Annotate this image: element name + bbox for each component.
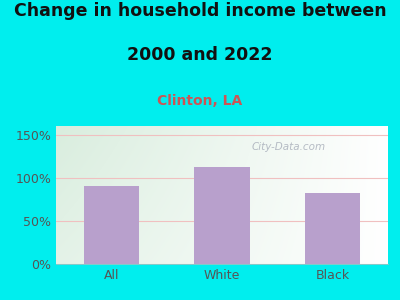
- Text: City-Data.com: City-Data.com: [251, 142, 326, 152]
- Bar: [84, 186, 139, 264]
- Text: Change in household income between: Change in household income between: [14, 2, 386, 20]
- Bar: [194, 167, 250, 264]
- Text: 2000 and 2022: 2000 and 2022: [127, 46, 273, 64]
- Bar: [305, 193, 360, 264]
- Text: Clinton, LA: Clinton, LA: [157, 94, 243, 109]
